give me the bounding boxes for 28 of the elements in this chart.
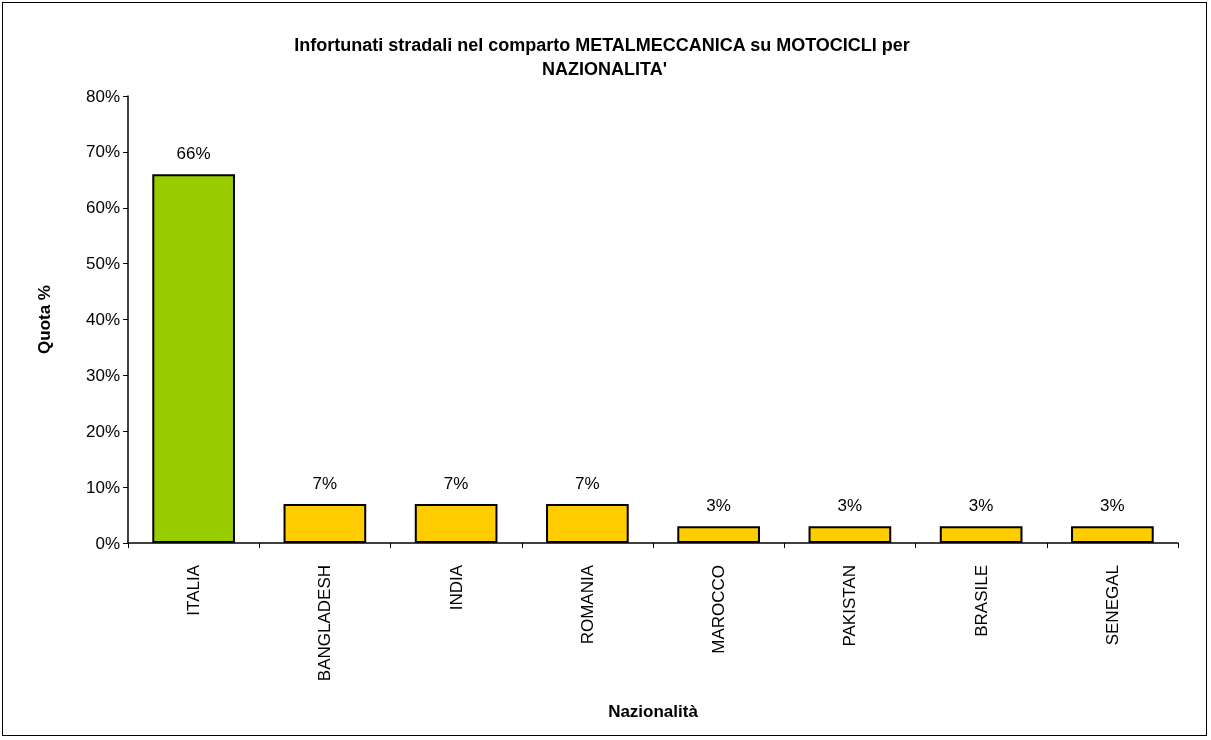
x-tick-label: PAKISTAN xyxy=(840,565,860,647)
x-axis-title: Nazionalità xyxy=(608,702,699,721)
x-tick-label: INDIA xyxy=(446,564,466,611)
x-tick-label: SENEGAL xyxy=(1102,565,1122,646)
x-tick-label: MAROCCO xyxy=(709,565,729,654)
y-tick-label: 60% xyxy=(85,198,120,218)
y-tick-label: 40% xyxy=(85,310,120,329)
y-tick-label: 80% xyxy=(85,86,120,106)
y-tick-label: 0% xyxy=(95,533,120,553)
y-tick-label: 70% xyxy=(85,142,120,162)
chart-title: Infortunati stradali nel comparto METALMECCANICA su MOTOCICLI per NAZIONALITA' xyxy=(294,35,915,79)
x-tick-label: ROMANIA xyxy=(577,564,597,645)
data-label: 3% xyxy=(968,496,994,516)
data-label: 66% xyxy=(176,144,211,164)
y-tick-label: 10% xyxy=(85,477,120,497)
x-tick-label: BANGLADESH xyxy=(315,565,335,682)
data-label: 7% xyxy=(575,473,600,493)
x-tick-label: BRASILE xyxy=(971,565,991,637)
y-axis-title: Quota % xyxy=(35,285,54,354)
data-label: 7% xyxy=(443,473,469,493)
data-label: 3% xyxy=(837,496,863,516)
data-label: 7% xyxy=(312,473,338,493)
y-tick-label: 30% xyxy=(85,365,120,385)
y-tick-label: 50% xyxy=(85,254,120,274)
y-tick-label: 20% xyxy=(85,421,120,441)
data-label: 3% xyxy=(1100,496,1125,516)
x-tick-label: ITALIA xyxy=(184,564,204,616)
data-label: 3% xyxy=(706,496,731,516)
